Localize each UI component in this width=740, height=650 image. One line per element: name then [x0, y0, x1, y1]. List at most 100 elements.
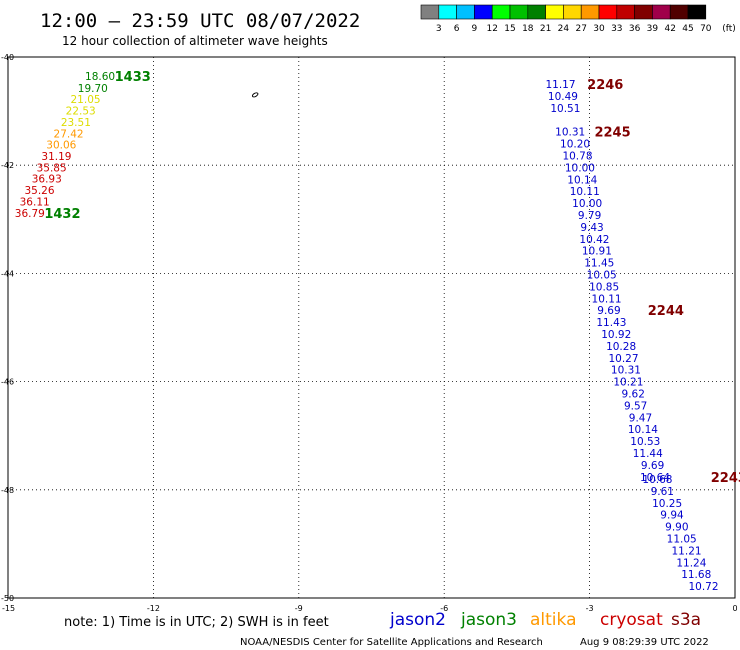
legend-swatch — [527, 4, 546, 20]
legend-swatch — [563, 4, 582, 20]
chart-subtitle: 12 hour collection of altimeter wave hei… — [62, 34, 328, 48]
satellite-legend-jason3: jason3 — [460, 610, 517, 630]
x-tick-label: -3 — [586, 604, 594, 613]
swh-value-label: 10.92 — [601, 329, 631, 341]
legend-swatch — [491, 4, 511, 20]
swh-value-label: 36.79 — [15, 208, 45, 220]
swh-value-label: 11.21 — [672, 545, 702, 557]
swh-value-label: 9.69 — [641, 460, 664, 472]
swh-value-label: 10.42 — [579, 234, 609, 246]
swh-value-label: 11.24 — [676, 557, 706, 569]
legend-swatch — [687, 4, 707, 20]
swh-value-label: 10.11 — [592, 293, 622, 305]
satellite-legend-s3a: s3a — [671, 610, 701, 630]
x-tick-label: -15 — [2, 604, 15, 613]
legend-tick-label: 33 — [611, 24, 622, 34]
swh-value-label: 11.68 — [681, 569, 711, 581]
swh-value-label: 10.53 — [630, 436, 660, 448]
legend-swatch — [634, 4, 653, 20]
y-tick-label: -48 — [1, 486, 14, 495]
swh-value-label: 36.11 — [20, 196, 50, 208]
pass-time-label: 2244 — [648, 304, 684, 319]
satellite-legend-altika: altika — [530, 610, 577, 630]
swh-value-label: 10.20 — [560, 139, 590, 151]
swh-value-label: 11.44 — [633, 448, 663, 460]
swh-value-label: 10.51 — [550, 103, 580, 115]
swh-value-label: 9.90 — [665, 522, 688, 534]
legend-tick-label: 24 — [558, 24, 570, 34]
swh-value-label: 9.47 — [629, 412, 652, 424]
legend-swatch — [474, 4, 493, 20]
legend-swatch — [438, 4, 457, 20]
legend-tick-label: 21 — [540, 24, 551, 34]
footer-credit: NOAA/NESDIS Center for Satellite Applica… — [240, 637, 543, 648]
color-scale-legend: 3 6 9 12 15 18 21 24 27 30 33 36 39 42 45 70 (ft) — [420, 4, 736, 34]
legend-swatch — [580, 4, 600, 20]
legend-tick-label: 18 — [522, 24, 534, 34]
swh-value-label: 11.05 — [667, 533, 697, 545]
swh-value-label: 10.85 — [589, 281, 619, 293]
swh-value-label: 9.61 — [651, 486, 674, 498]
swh-value-label: 10.49 — [548, 91, 578, 103]
y-tick-label: -44 — [1, 269, 14, 278]
pass-time-label: 2246 — [587, 78, 623, 93]
land-island — [251, 92, 259, 98]
swh-value-label: 23.51 — [61, 117, 91, 129]
swh-value-label: 10.05 — [587, 269, 617, 281]
y-tick-label: -50 — [1, 594, 14, 603]
swh-value-label: 36.93 — [32, 174, 62, 186]
legend-tick-label: 39 — [647, 24, 659, 34]
swh-value-label: 9.69 — [597, 305, 620, 317]
axis-labels: -15 -12 -9 -6 -3 0 -40 -42 -44 -46 -48 -50 — [1, 53, 738, 613]
swh-value-label: 10.14 — [628, 424, 658, 436]
swh-value-label: 9.62 — [622, 389, 645, 401]
y-tick-label: -46 — [1, 378, 14, 387]
swh-value-label: 10.27 — [608, 353, 638, 365]
footer-timestamp: Aug 9 08:29:39 UTC 2022 — [580, 637, 709, 648]
legend-swatch — [652, 4, 671, 20]
legend-swatch — [456, 4, 475, 20]
pass-time-label: 1432 — [44, 207, 80, 222]
swh-value-label: 19.70 — [78, 83, 108, 95]
legend-tick-label: 42 — [664, 24, 675, 34]
legend-swatch — [616, 4, 635, 20]
legend-swatch — [669, 4, 689, 20]
swh-value-label: 10.91 — [582, 246, 612, 258]
legend-tick-label: 45 — [682, 24, 693, 34]
swh-value-label: 35.85 — [37, 162, 67, 174]
swh-value-label: 11.45 — [584, 258, 614, 270]
x-tick-label: -6 — [440, 604, 448, 613]
x-tick-label: -12 — [147, 604, 160, 613]
chart-title: 12:00 – 23:59 UTC 08/07/2022 — [40, 10, 360, 32]
swh-value-label: 9.43 — [580, 222, 603, 234]
legend-tick-label: 30 — [593, 24, 605, 34]
x-tick-label: 0 — [732, 604, 737, 613]
y-tick-label: -40 — [1, 53, 14, 62]
swh-value-label: 11.17 — [545, 79, 575, 91]
satellite-legend-cryosat: cryosat — [600, 610, 663, 630]
data-points: 18.6019.7021.0522.5323.5127.4230.0631.19… — [15, 71, 719, 593]
legend-tick-label: 70 — [700, 24, 712, 34]
legend-swatch — [509, 4, 529, 20]
swh-value-label: 10.72 — [688, 581, 718, 593]
swh-value-label: 10.68 — [642, 474, 672, 486]
swh-value-label: 21.05 — [71, 94, 101, 106]
x-tick-label: -9 — [295, 604, 303, 613]
swh-value-label: 10.14 — [567, 174, 597, 186]
satellite-legend-jason2: jason2 — [389, 610, 446, 630]
legend-tick-label: 9 — [472, 24, 478, 34]
time-labels: 1433 1432 2246 2245 2244 2243 — [44, 70, 740, 486]
legend-tick-label: 6 — [454, 24, 460, 34]
satellite-legend: jason2 jason3 altika cryosat s3a — [389, 610, 701, 630]
swh-value-label: 10.11 — [570, 186, 600, 198]
legend-swatch — [420, 4, 440, 20]
swh-value-label: 10.00 — [565, 162, 595, 174]
legend-swatch — [545, 4, 564, 20]
swh-value-label: 18.60 — [85, 71, 115, 83]
pass-time-label: 1433 — [115, 70, 151, 85]
plot-frame — [7, 56, 736, 599]
legend-tick-label: 36 — [629, 24, 641, 34]
y-tick-label: -42 — [1, 161, 14, 170]
swh-value-label: 10.64 — [640, 472, 670, 484]
legend-tick-label: 15 — [504, 24, 515, 34]
